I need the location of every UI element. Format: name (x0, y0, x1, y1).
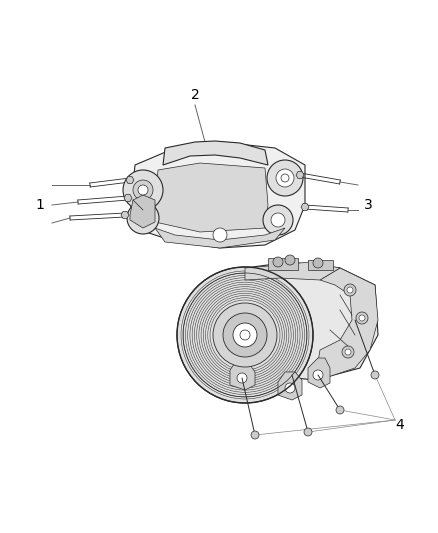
Circle shape (251, 431, 259, 439)
Circle shape (347, 287, 353, 293)
Bar (308, 260, 333, 270)
Polygon shape (155, 163, 268, 232)
Circle shape (304, 428, 312, 436)
Circle shape (281, 174, 289, 182)
Circle shape (345, 349, 351, 355)
Text: 1: 1 (35, 198, 44, 212)
Polygon shape (278, 372, 302, 400)
Circle shape (135, 210, 151, 226)
Circle shape (271, 213, 285, 227)
Circle shape (267, 160, 303, 196)
Circle shape (313, 370, 323, 380)
Circle shape (276, 169, 294, 187)
Polygon shape (230, 360, 255, 390)
Polygon shape (215, 262, 378, 380)
Circle shape (273, 257, 283, 267)
Circle shape (336, 406, 344, 414)
Polygon shape (155, 228, 285, 248)
Text: 4: 4 (396, 418, 404, 432)
Circle shape (133, 180, 153, 200)
Circle shape (359, 315, 365, 321)
Circle shape (213, 303, 277, 367)
Circle shape (344, 284, 356, 296)
Circle shape (223, 313, 267, 357)
Circle shape (138, 185, 148, 195)
Polygon shape (315, 268, 378, 380)
Circle shape (237, 373, 247, 383)
Circle shape (356, 312, 368, 324)
Circle shape (285, 383, 295, 393)
Polygon shape (124, 195, 132, 201)
Polygon shape (308, 358, 330, 388)
Polygon shape (130, 195, 155, 228)
Circle shape (127, 202, 159, 234)
Polygon shape (296, 172, 304, 179)
Bar (268, 258, 298, 270)
Polygon shape (301, 204, 309, 211)
Polygon shape (121, 212, 129, 219)
Circle shape (123, 170, 163, 210)
Polygon shape (245, 262, 340, 280)
Polygon shape (126, 176, 134, 183)
Circle shape (213, 228, 227, 242)
Circle shape (313, 258, 323, 268)
Circle shape (233, 323, 257, 347)
Polygon shape (163, 141, 268, 165)
Polygon shape (130, 142, 305, 248)
Circle shape (371, 371, 379, 379)
Circle shape (240, 330, 250, 340)
Circle shape (285, 255, 295, 265)
Text: 3: 3 (364, 198, 372, 212)
Text: 2: 2 (191, 88, 199, 102)
Circle shape (342, 346, 354, 358)
Circle shape (177, 267, 313, 403)
Circle shape (263, 205, 293, 235)
